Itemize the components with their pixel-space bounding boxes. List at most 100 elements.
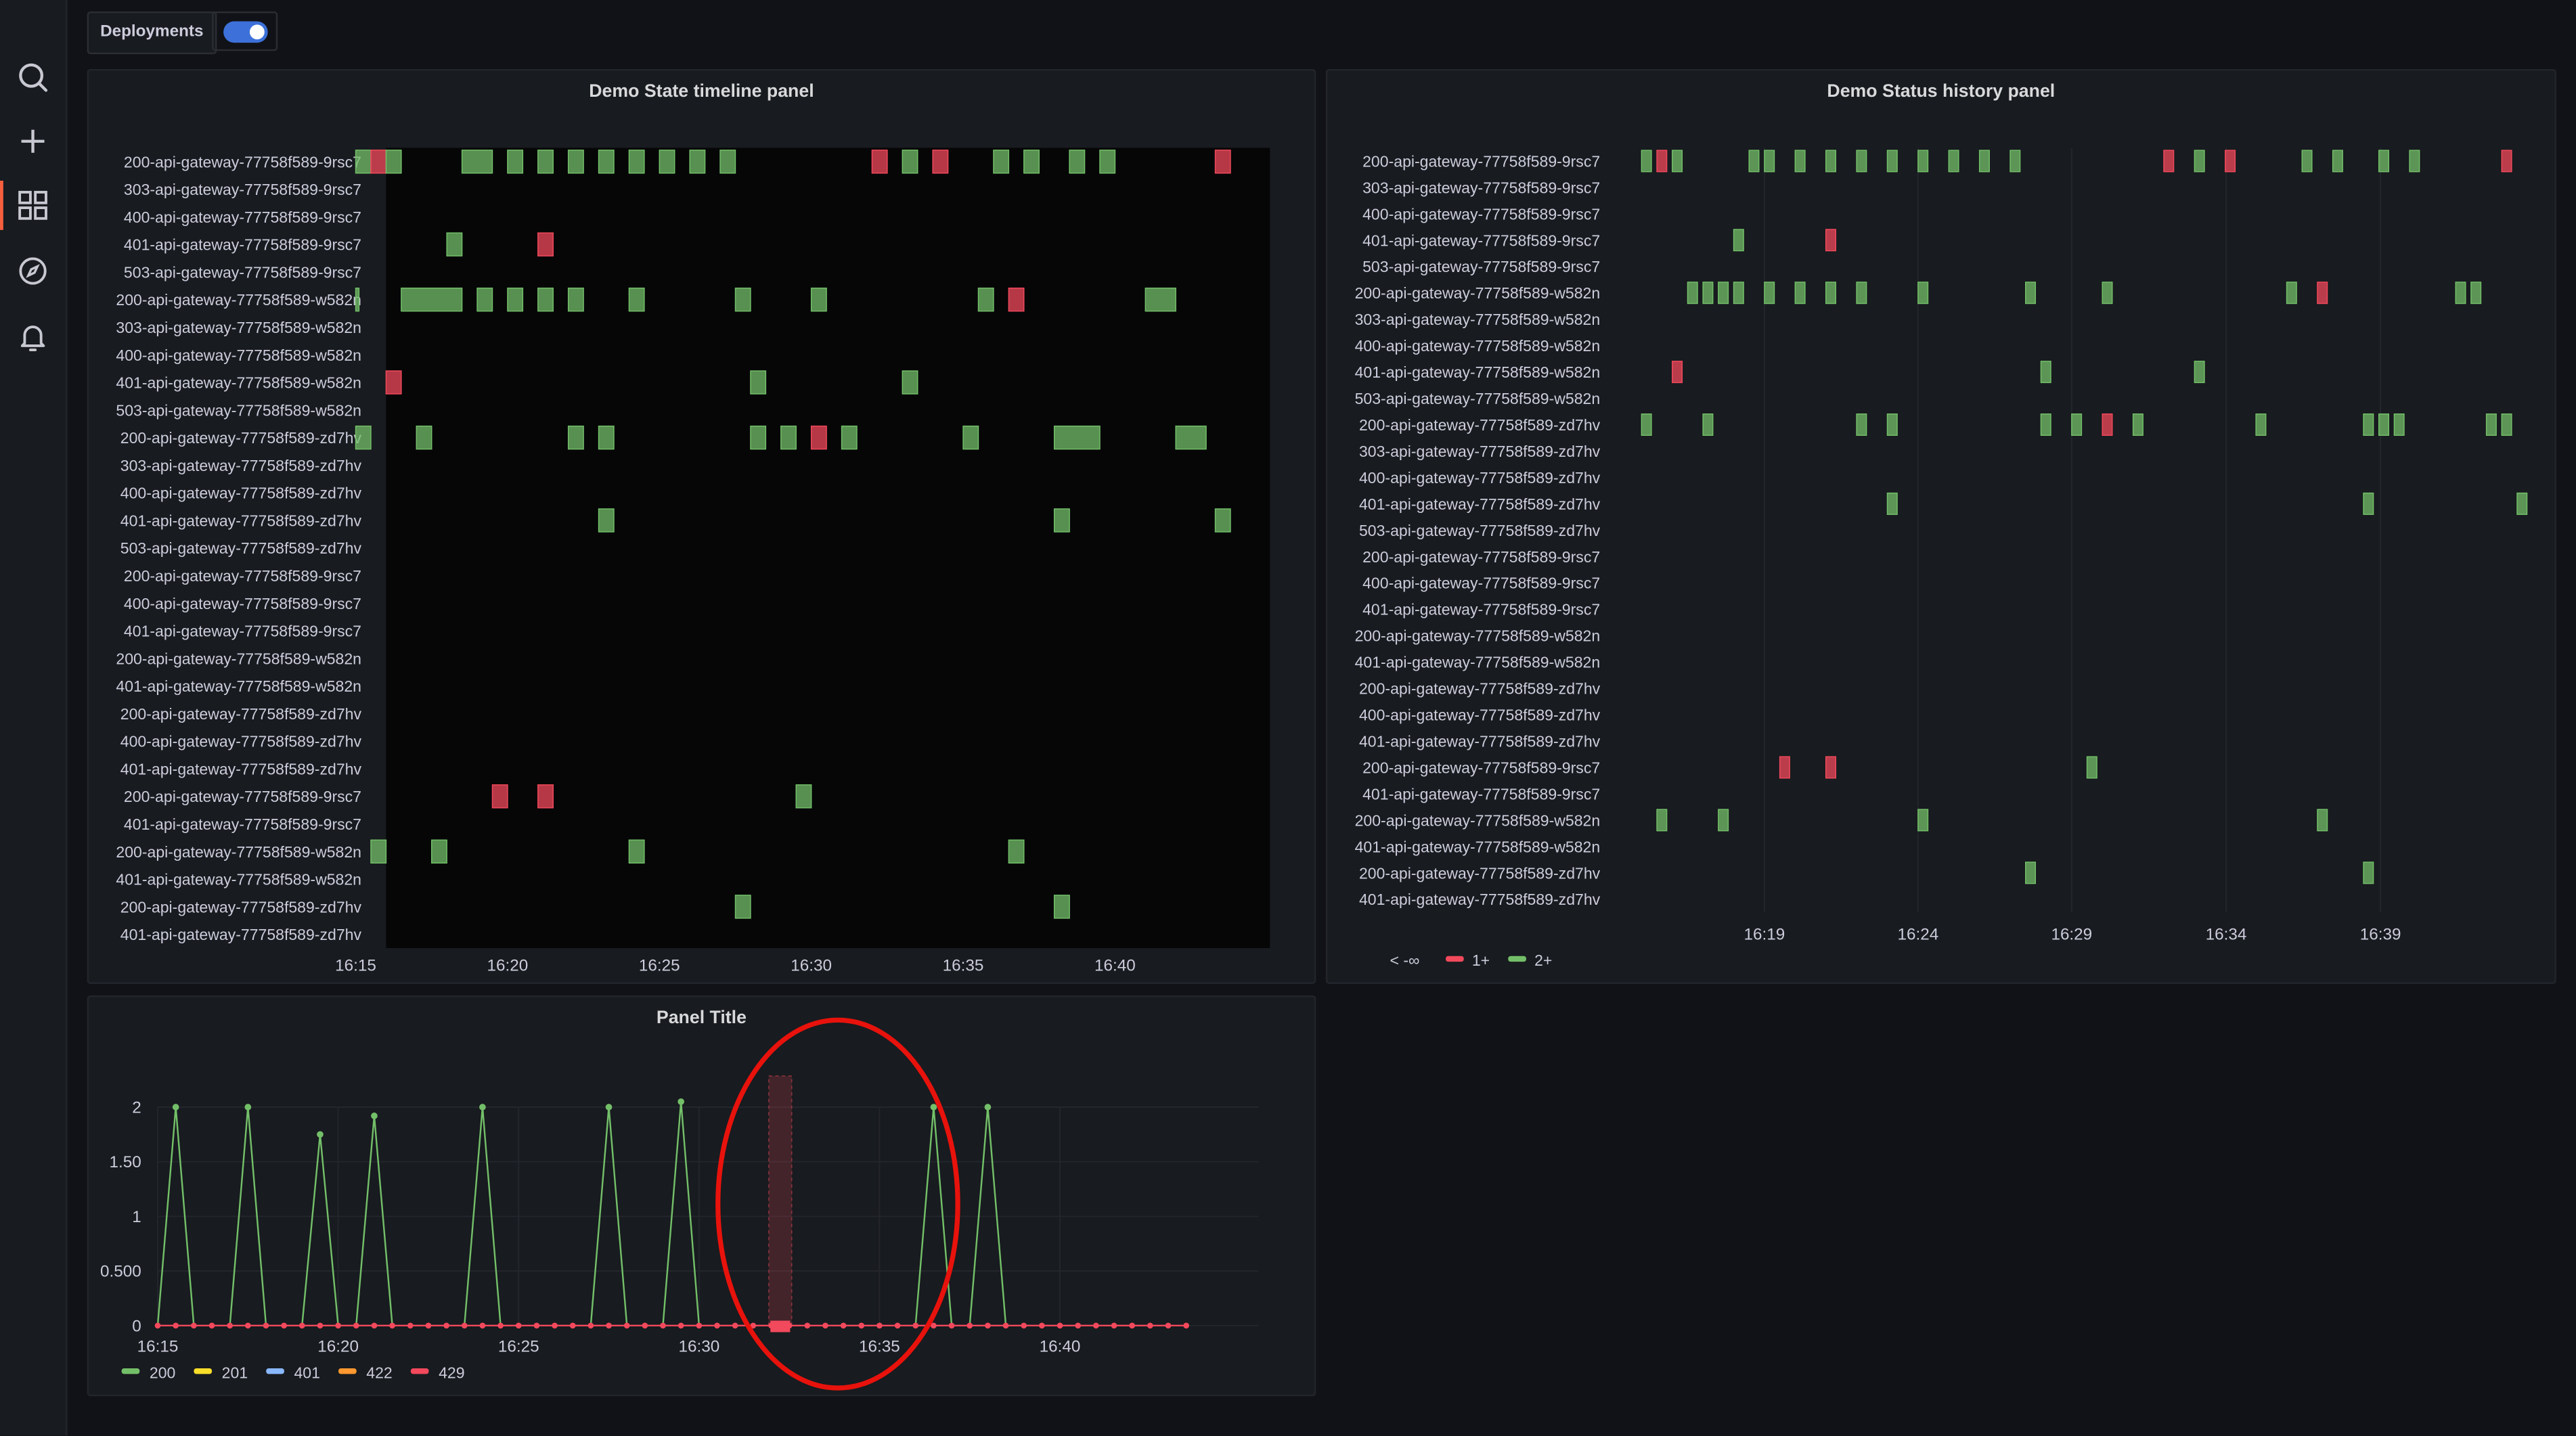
timeline-row-label: 200-api-gateway-77758f589-9rsc7 (124, 567, 361, 585)
series-200-point (930, 1104, 937, 1110)
timeline-state-segment (567, 150, 584, 174)
timeline-state-segment (750, 425, 767, 450)
timeseries-x-tick: 16:30 (678, 1338, 719, 1356)
series-200-spike (662, 1101, 701, 1326)
timeseries-legend-label: 201 (222, 1364, 248, 1382)
history-row-label: 400-api-gateway-77758f589-zd7hv (1359, 706, 1601, 724)
history-status-cell (2163, 150, 2175, 173)
series-429-point (804, 1322, 811, 1329)
history-x-tick: 16:39 (2360, 925, 2401, 943)
series-429-point (696, 1322, 703, 1329)
timeline-state-segment (1053, 508, 1070, 533)
timeline-state-segment (1175, 425, 1207, 450)
history-status-cell (2255, 413, 2267, 436)
series-429-point (1111, 1322, 1117, 1329)
history-status-cell (1856, 282, 1867, 305)
history-status-cell (1656, 809, 1668, 832)
series-429-point (714, 1322, 720, 1329)
history-row-label: 400-api-gateway-77758f589-zd7hv (1359, 469, 1601, 487)
active-nav-indicator (0, 181, 3, 230)
timeline-x-tick: 16:20 (487, 957, 529, 975)
history-row-label: 503-api-gateway-77758f589-w582n (1355, 390, 1601, 407)
timeline-state-segment (962, 425, 979, 450)
history-status-cell (1948, 150, 1959, 173)
history-status-cell (1718, 809, 1729, 832)
timeline-row-label: 200-api-gateway-77758f589-w582n (116, 650, 361, 667)
timeline-row-label: 401-api-gateway-77758f589-9rsc7 (124, 815, 361, 833)
series-429-point (533, 1322, 540, 1329)
history-row-label: 200-api-gateway-77758f589-9rsc7 (1362, 759, 1600, 776)
series-429-point (840, 1322, 847, 1329)
timeseries-hover-highlight (768, 1075, 793, 1326)
history-row-label: 400-api-gateway-77758f589-9rsc7 (1362, 205, 1600, 223)
history-status-cell (1886, 413, 1898, 436)
series-200-point (244, 1104, 252, 1110)
bell-icon[interactable] (13, 317, 52, 356)
dashboards-icon[interactable] (13, 185, 52, 225)
history-status-cell (1886, 150, 1898, 173)
series-429-point (371, 1322, 378, 1329)
explore-icon[interactable] (13, 251, 52, 290)
timeline-state-segment (1145, 288, 1176, 312)
series-429-point (1147, 1322, 1153, 1329)
plus-icon[interactable] (13, 122, 52, 161)
series-429-point (606, 1322, 612, 1329)
history-status-cell (2040, 361, 2051, 384)
series-200-point (172, 1104, 179, 1110)
series-429-point (1075, 1322, 1082, 1329)
history-status-cell (1917, 150, 1929, 173)
history-row-label: 503-api-gateway-77758f589-9rsc7 (1362, 258, 1600, 275)
history-row-label: 303-api-gateway-77758f589-w582n (1355, 311, 1601, 328)
timeline-row-label: 400-api-gateway-77758f589-zd7hv (120, 733, 362, 750)
history-status-cell (1856, 413, 1867, 436)
timeseries-panel[interactable]: Panel Title 0 0.500 1 1.50 2 16:15 16:20 16:25 1… (87, 995, 1316, 1397)
state-timeline-panel[interactable]: Demo State timeline panel 200-api-gatewa… (87, 68, 1316, 984)
timeline-state-segment (1053, 895, 1070, 919)
timeline-state-segment (1008, 839, 1025, 864)
status-history-title[interactable]: Demo Status history panel (1827, 82, 2056, 102)
history-status-cell (1794, 282, 1806, 305)
series-429-point (515, 1322, 522, 1329)
series-429-point (858, 1322, 865, 1329)
series-429-point (750, 1322, 757, 1329)
series-429-point (1057, 1322, 1063, 1329)
timeseries-title[interactable]: Panel Title (656, 1008, 747, 1029)
state-timeline-title[interactable]: Demo State timeline panel (589, 82, 814, 102)
history-status-cell (1978, 150, 1990, 173)
history-legend-swatch (1508, 956, 1526, 962)
series-429-point (281, 1322, 288, 1329)
history-status-cell (2286, 282, 2297, 305)
timeline-row-label: 401-api-gateway-77758f589-w582n (116, 871, 361, 889)
search-icon[interactable] (13, 58, 52, 97)
timeline-state-segment (871, 150, 888, 174)
timeline-row-label: 503-api-gateway-77758f589-9rsc7 (124, 263, 361, 281)
history-status-cell (1733, 282, 1744, 305)
timeline-state-segment (476, 288, 493, 312)
series-429-point (1039, 1322, 1045, 1329)
status-history-panel[interactable]: Demo Status history panel 200-api-gatewa… (1325, 68, 2556, 984)
series-429-point (479, 1322, 486, 1329)
history-row-label: 400-api-gateway-77758f589-9rsc7 (1362, 575, 1600, 592)
timeline-state-segment (1069, 150, 1086, 174)
history-row-label: 400-api-gateway-77758f589-w582n (1355, 337, 1601, 355)
history-status-cell (2071, 413, 2083, 436)
timeline-row-label: 200-api-gateway-77758f589-w582n (116, 291, 361, 309)
timeline-state-segment (719, 150, 736, 174)
series-429-point (569, 1322, 576, 1329)
timeline-x-tick: 16:40 (1094, 957, 1136, 975)
timeline-state-segment (385, 150, 402, 174)
history-status-cell (2102, 282, 2113, 305)
timeline-state-segment (537, 232, 554, 256)
timeseries-legend-swatch (194, 1368, 213, 1374)
timeseries-x-tick: 16:35 (859, 1338, 900, 1356)
history-status-cell (2363, 861, 2374, 884)
timeseries-y-tick: 1 (132, 1208, 141, 1226)
deployments-toggle-container[interactable] (212, 11, 278, 51)
history-status-cell (2194, 361, 2205, 384)
timeline-state-segment (810, 425, 827, 450)
history-row-label: 401-api-gateway-77758f589-w582n (1355, 654, 1601, 671)
deployments-toggle[interactable] (223, 21, 268, 43)
timeseries-legend-swatch (266, 1368, 284, 1374)
timeline-x-tick: 16:15 (335, 957, 376, 975)
